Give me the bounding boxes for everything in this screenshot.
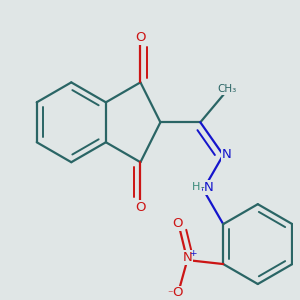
Text: N: N	[203, 181, 213, 194]
Text: CH₃: CH₃	[218, 84, 237, 94]
Text: O: O	[135, 31, 146, 44]
Text: N: N	[182, 251, 192, 264]
Text: O: O	[172, 217, 183, 230]
Text: N: N	[222, 148, 232, 161]
Text: H: H	[192, 182, 201, 192]
Text: O: O	[135, 201, 146, 214]
Text: ⁻: ⁻	[167, 289, 173, 299]
Text: O: O	[172, 286, 183, 299]
Text: -: -	[201, 182, 205, 192]
Text: +: +	[189, 249, 197, 258]
